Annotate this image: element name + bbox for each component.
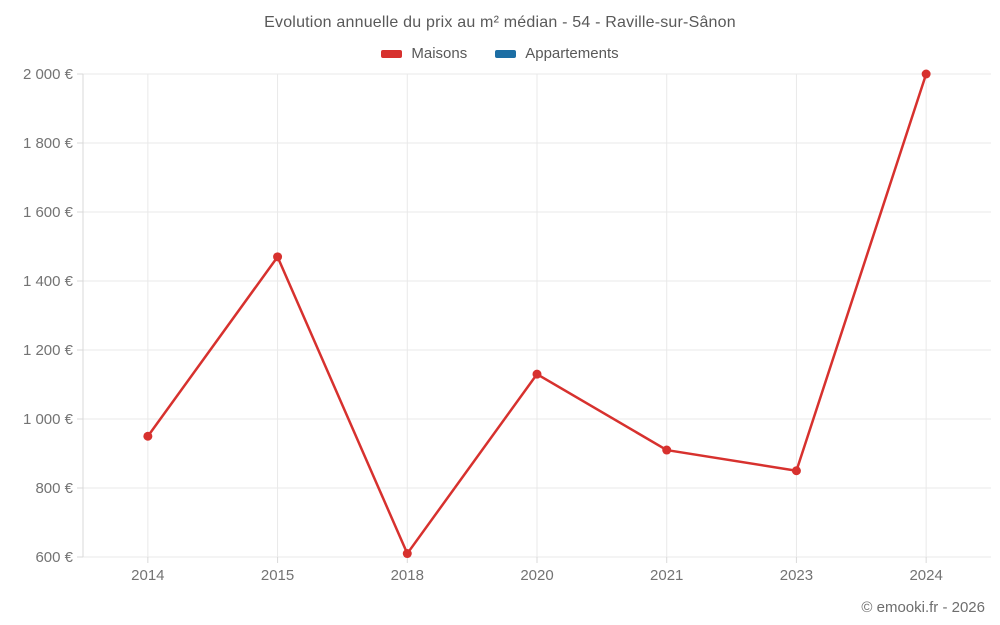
maisons-data-point[interactable] (532, 369, 542, 379)
y-axis-tick-label: 1 200 € (23, 342, 74, 359)
y-axis-tick-label: 600 € (35, 549, 73, 566)
x-axis-label: 2020 (520, 567, 553, 584)
y-axis-tick-label: 1 000 € (23, 411, 74, 428)
appartements-swatch-icon (495, 49, 517, 58)
x-axis-label: 2023 (780, 567, 813, 584)
legend-label-maisons: Maisons (411, 45, 468, 62)
y-axis-tick-label: 1 800 € (23, 135, 74, 152)
maisons-data-point[interactable] (662, 445, 672, 455)
y-axis-tick-label: 1 400 € (23, 273, 74, 290)
y-axis-tick-label: 800 € (35, 480, 73, 497)
y-axis-tick-label: 2 000 € (23, 66, 74, 83)
x-axis-label: 2021 (650, 567, 683, 584)
chart-title: Evolution annuelle du prix au m² médian … (264, 14, 736, 31)
x-axis-label: 2015 (261, 567, 294, 584)
maisons-data-point[interactable] (143, 431, 153, 441)
legend-label-appartements: Appartements (525, 45, 619, 62)
x-axis-label: 2014 (131, 567, 164, 584)
chart-legend: Maisons Appartements (0, 45, 1000, 62)
legend-item-appartements[interactable]: Appartements (495, 45, 619, 62)
x-axis-label: 2018 (391, 567, 424, 584)
x-axis-label: 2024 (909, 567, 942, 584)
maisons-data-point[interactable] (791, 466, 801, 476)
y-axis-tick-label: 1 600 € (23, 204, 74, 221)
legend-item-maisons[interactable]: Maisons (381, 45, 467, 62)
copyright-text: © emooki.fr - 2026 (861, 599, 985, 616)
maisons-data-point[interactable] (402, 549, 412, 559)
maisons-data-point[interactable] (273, 252, 283, 262)
maisons-swatch-icon (381, 49, 403, 58)
maisons-data-point[interactable] (921, 69, 931, 79)
